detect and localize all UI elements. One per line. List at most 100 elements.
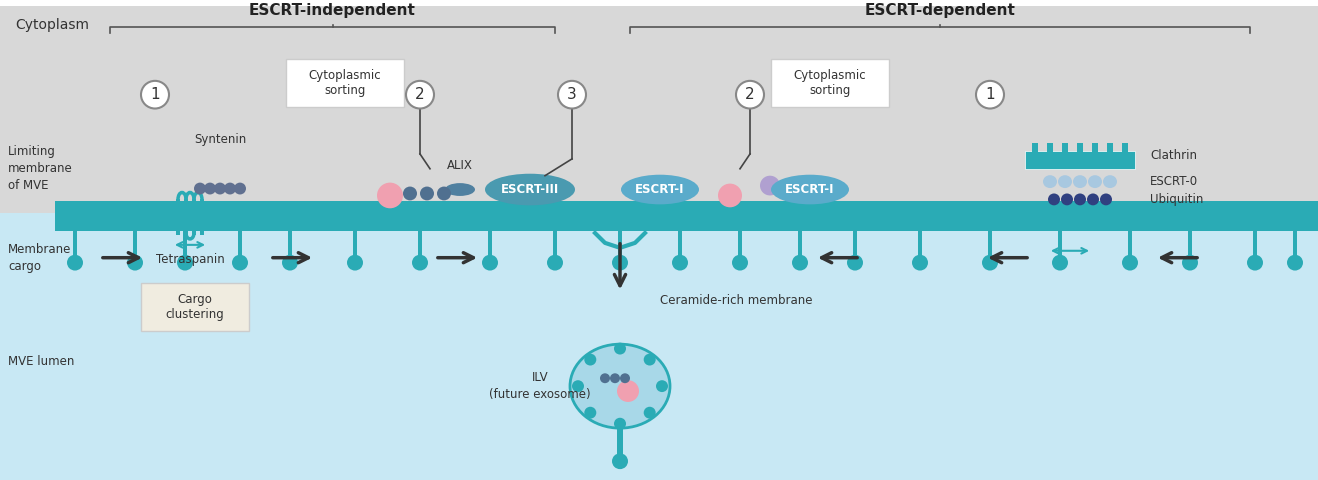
FancyBboxPatch shape: [1122, 143, 1128, 153]
Text: 2: 2: [745, 87, 755, 102]
Circle shape: [1247, 255, 1263, 271]
Circle shape: [555, 220, 565, 230]
Text: Ubiquitin: Ubiquitin: [1151, 193, 1203, 206]
Text: ESCRT-0: ESCRT-0: [1151, 175, 1198, 188]
Circle shape: [612, 255, 627, 271]
Circle shape: [675, 220, 685, 230]
FancyBboxPatch shape: [183, 229, 187, 261]
Text: Cargo
clustering: Cargo clustering: [166, 293, 224, 321]
Circle shape: [232, 255, 248, 271]
Circle shape: [177, 255, 192, 271]
Ellipse shape: [485, 174, 575, 205]
FancyBboxPatch shape: [185, 199, 188, 235]
FancyBboxPatch shape: [797, 229, 801, 261]
FancyBboxPatch shape: [738, 229, 742, 261]
Text: ILV
(future exosome): ILV (future exosome): [489, 371, 590, 401]
FancyBboxPatch shape: [554, 229, 558, 261]
Text: Syntenin: Syntenin: [194, 132, 246, 145]
Text: Ceramide-rich membrane: Ceramide-rich membrane: [660, 294, 812, 307]
FancyBboxPatch shape: [353, 229, 357, 261]
Circle shape: [572, 380, 584, 392]
FancyBboxPatch shape: [1077, 143, 1083, 153]
FancyBboxPatch shape: [677, 229, 681, 261]
Ellipse shape: [445, 183, 474, 196]
FancyBboxPatch shape: [177, 199, 181, 235]
Circle shape: [643, 407, 655, 419]
Circle shape: [127, 255, 142, 271]
Circle shape: [792, 255, 808, 271]
FancyBboxPatch shape: [919, 229, 923, 261]
Ellipse shape: [771, 175, 849, 204]
FancyBboxPatch shape: [1062, 143, 1068, 153]
Text: 2: 2: [415, 87, 424, 102]
Circle shape: [912, 255, 928, 271]
Circle shape: [614, 418, 626, 430]
Circle shape: [1122, 255, 1137, 271]
Circle shape: [413, 255, 428, 271]
FancyBboxPatch shape: [133, 229, 137, 261]
Circle shape: [977, 81, 1004, 108]
Text: ESCRT-I: ESCRT-I: [635, 183, 685, 196]
FancyBboxPatch shape: [1293, 229, 1297, 261]
Text: ESCRT-independent: ESCRT-independent: [249, 2, 416, 18]
Circle shape: [594, 220, 605, 230]
Circle shape: [672, 255, 688, 271]
Text: MVE lumen: MVE lumen: [8, 355, 74, 368]
Text: 3: 3: [567, 87, 577, 102]
FancyBboxPatch shape: [1046, 143, 1053, 153]
Circle shape: [406, 81, 434, 108]
FancyBboxPatch shape: [1093, 143, 1098, 153]
FancyBboxPatch shape: [141, 283, 249, 331]
Circle shape: [575, 220, 585, 230]
Text: Limiting
membrane
of MVE: Limiting membrane of MVE: [8, 145, 72, 192]
Circle shape: [547, 255, 563, 271]
Circle shape: [141, 81, 169, 108]
Circle shape: [1087, 193, 1099, 205]
FancyBboxPatch shape: [55, 202, 1318, 231]
Text: 1: 1: [150, 87, 159, 102]
Circle shape: [616, 220, 625, 230]
FancyBboxPatch shape: [1032, 143, 1039, 153]
Circle shape: [735, 81, 764, 108]
Circle shape: [614, 343, 626, 355]
FancyBboxPatch shape: [1107, 143, 1112, 153]
Circle shape: [420, 187, 434, 200]
Ellipse shape: [1043, 175, 1057, 188]
Circle shape: [584, 354, 596, 366]
Circle shape: [282, 255, 298, 271]
FancyBboxPatch shape: [0, 213, 1318, 480]
Circle shape: [847, 255, 863, 271]
Text: Cytoplasmic
sorting: Cytoplasmic sorting: [308, 69, 381, 97]
Text: ESCRT-I: ESCRT-I: [786, 183, 834, 196]
Circle shape: [612, 453, 627, 469]
FancyBboxPatch shape: [1128, 229, 1132, 261]
FancyBboxPatch shape: [72, 229, 76, 261]
Ellipse shape: [1058, 175, 1072, 188]
Circle shape: [482, 255, 498, 271]
Text: Tetraspanin: Tetraspanin: [156, 253, 224, 266]
Circle shape: [656, 380, 668, 392]
Circle shape: [584, 407, 596, 419]
Circle shape: [235, 182, 246, 194]
FancyBboxPatch shape: [1058, 229, 1062, 261]
Circle shape: [403, 187, 416, 200]
Ellipse shape: [569, 344, 670, 428]
Circle shape: [635, 220, 645, 230]
Circle shape: [982, 255, 998, 271]
Text: Clathrin: Clathrin: [1151, 149, 1197, 162]
FancyBboxPatch shape: [988, 229, 992, 261]
Text: ALIX: ALIX: [447, 159, 473, 172]
Circle shape: [643, 354, 655, 366]
Text: Cytoplasm: Cytoplasm: [14, 18, 90, 32]
FancyBboxPatch shape: [853, 229, 857, 261]
FancyBboxPatch shape: [618, 229, 622, 261]
Circle shape: [1286, 255, 1304, 271]
FancyBboxPatch shape: [289, 229, 293, 261]
Circle shape: [204, 182, 216, 194]
Circle shape: [1052, 255, 1068, 271]
FancyBboxPatch shape: [1025, 151, 1135, 169]
FancyBboxPatch shape: [286, 59, 405, 107]
Circle shape: [619, 373, 630, 383]
Circle shape: [438, 187, 451, 200]
Circle shape: [214, 182, 225, 194]
